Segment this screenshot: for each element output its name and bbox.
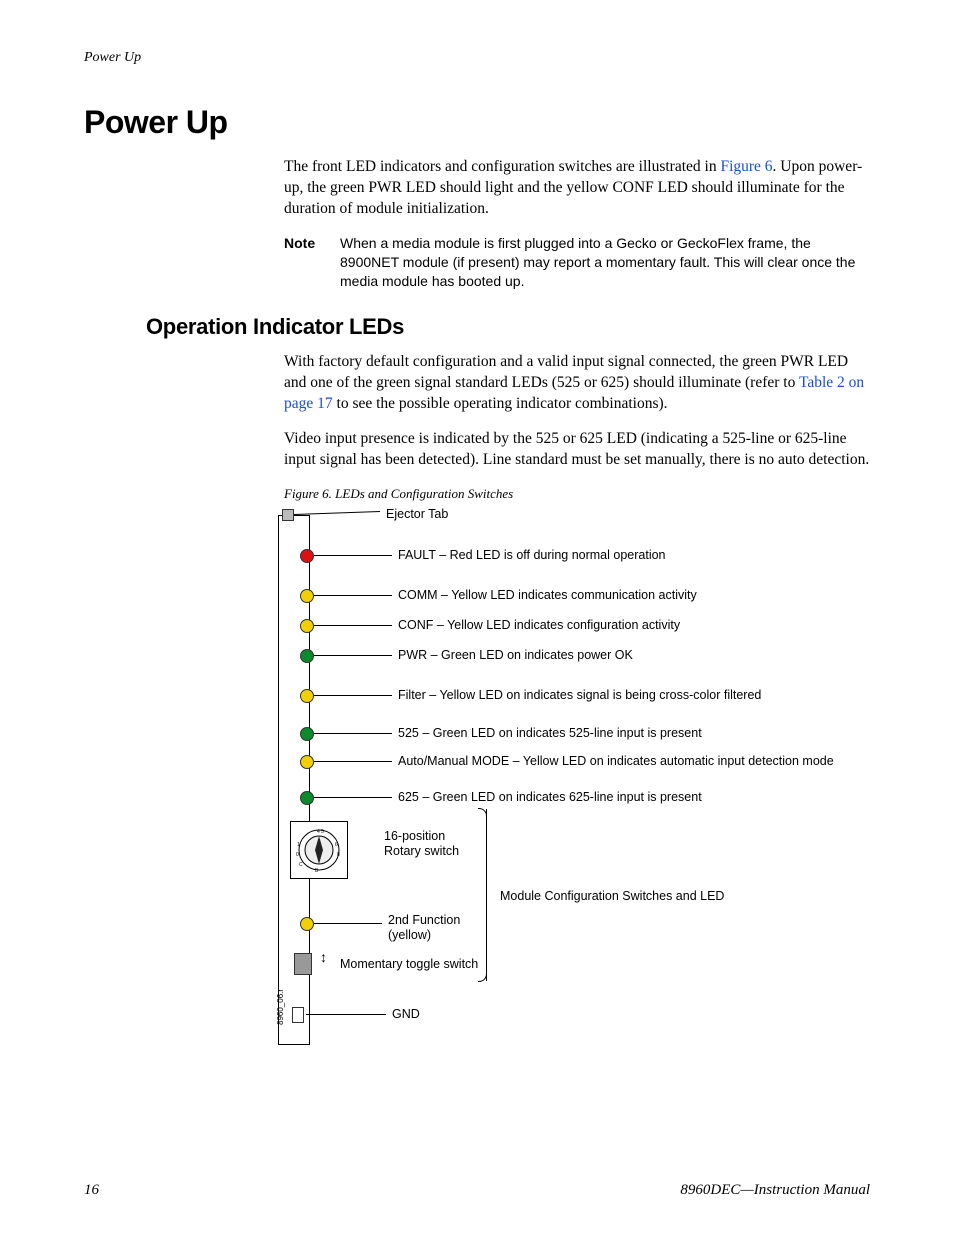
- leader-0: [314, 555, 392, 556]
- svg-text:C: C: [299, 862, 303, 868]
- toggle-label: Momentary toggle switch: [340, 957, 478, 972]
- svg-text:0: 0: [296, 852, 299, 858]
- led-icon-1: [300, 589, 314, 603]
- led-label-0: FAULT – Red LED is off during normal ope…: [398, 548, 666, 563]
- leader-5: [314, 733, 392, 734]
- leader-7: [314, 797, 392, 798]
- page-title: Power Up: [84, 104, 870, 141]
- side-id: 8960_06.r: [276, 989, 287, 1025]
- note-block: Note When a media module is first plugge…: [284, 234, 870, 291]
- note-label: Note: [284, 234, 340, 291]
- svg-text:1: 1: [297, 842, 300, 848]
- intro-pre: The front LED indicators and configurati…: [284, 158, 720, 175]
- led-icon-5: [300, 727, 314, 741]
- brace-icon: [478, 809, 487, 981]
- toggle-arrows: ↕: [320, 949, 327, 966]
- ejector-label: Ejector Tab: [386, 507, 448, 522]
- leader-ejector: [294, 511, 380, 515]
- leader-gnd: [306, 1014, 386, 1015]
- led-icon-2: [300, 619, 314, 633]
- led-icon-0: [300, 549, 314, 563]
- subhead-operation-leds: Operation Indicator LEDs: [146, 314, 870, 340]
- led-label-7: 625 – Green LED on indicates 625-line in…: [398, 790, 702, 805]
- running-head: Power Up: [84, 50, 870, 66]
- second-fn-label: 2nd Function(yellow): [388, 913, 460, 943]
- second-fn-led-icon: [300, 917, 314, 931]
- figure-6-link[interactable]: Figure 6: [720, 158, 772, 175]
- doc-title-footer: 8960DEC—Instruction Manual: [680, 1182, 870, 1199]
- leader-2nd-fn: [314, 923, 382, 924]
- leader-4: [314, 695, 392, 696]
- leader-6: [314, 761, 392, 762]
- rotary-switch-icon: 4 5 6 8 1 0 C B: [290, 821, 348, 879]
- page-number: 16: [84, 1182, 99, 1199]
- led-icon-4: [300, 689, 314, 703]
- ejector-tab-icon: [282, 509, 294, 521]
- toggle-switch-icon: [294, 953, 312, 975]
- leader-1: [314, 595, 392, 596]
- p2-post: to see the possible operating indicator …: [333, 395, 668, 412]
- note-text: When a media module is first plugged int…: [340, 234, 870, 291]
- p2-pre: With factory default configuration and a…: [284, 353, 848, 391]
- led-icon-6: [300, 755, 314, 769]
- intro-paragraph: The front LED indicators and configurati…: [284, 157, 870, 220]
- svg-text:6: 6: [335, 842, 338, 848]
- svg-text:8: 8: [337, 852, 340, 858]
- gnd-icon: [292, 1007, 304, 1023]
- leader-2: [314, 625, 392, 626]
- p3: Video input presence is indicated by the…: [284, 429, 870, 471]
- svg-text:4 5: 4 5: [317, 829, 324, 835]
- led-icon-3: [300, 649, 314, 663]
- figure-caption: Figure 6. LEDs and Configuration Switche…: [284, 485, 870, 503]
- footer: 16 8960DEC—Instruction Manual: [84, 1182, 870, 1199]
- gnd-label: GND: [392, 1007, 420, 1022]
- led-icon-7: [300, 791, 314, 805]
- led-label-3: PWR – Green LED on indicates power OK: [398, 648, 633, 663]
- leader-3: [314, 655, 392, 656]
- led-label-2: CONF – Yellow LED indicates configuratio…: [398, 618, 680, 633]
- p2: With factory default configuration and a…: [284, 352, 870, 415]
- led-label-6: Auto/Manual MODE – Yellow LED on indicat…: [398, 754, 834, 769]
- led-label-5: 525 – Green LED on indicates 525-line in…: [398, 726, 702, 741]
- brace-label: Module Configuration Switches and LED: [500, 889, 724, 904]
- rotary-label: 16-positionRotary switch: [384, 829, 459, 859]
- led-label-1: COMM – Yellow LED indicates communicatio…: [398, 588, 697, 603]
- figure-6: Ejector Tab FAULT – Red LED is off durin…: [284, 509, 870, 1049]
- led-label-4: Filter – Yellow LED on indicates signal …: [398, 688, 761, 703]
